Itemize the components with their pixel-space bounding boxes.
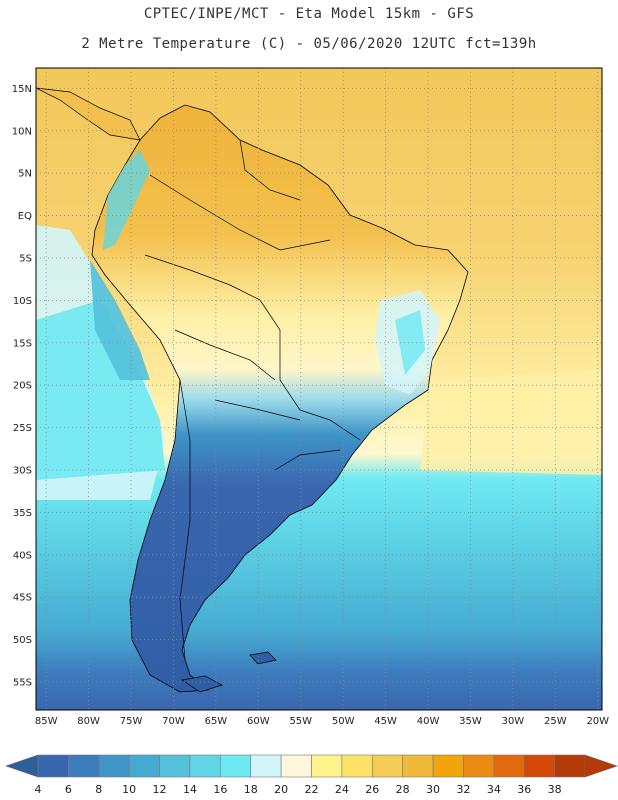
- lat-label: EQ: [18, 211, 32, 222]
- colorbar-tick-label: 28: [396, 783, 410, 796]
- colorbar-tick-label: 14: [183, 783, 197, 796]
- colorbar-swatch: [280, 754, 312, 778]
- colorbar-tick-label: 16: [213, 783, 227, 796]
- plot-frame: [35, 67, 603, 711]
- colorbar-swatch: [463, 754, 495, 778]
- lon-label: 70W: [162, 716, 185, 727]
- colorbar-tick-label: 22: [305, 783, 319, 796]
- colorbar-swatch: [37, 754, 69, 778]
- lat-label: 10N: [12, 126, 32, 137]
- colorbar: 4 6 8 10 12 14 16 18 20 22 24 26 28 30 32 34 36 38: [5, 754, 618, 796]
- lat-label: 5N: [18, 169, 32, 180]
- colorbar-swatch: [432, 754, 464, 778]
- colorbar-swatch: [554, 754, 586, 778]
- latitude-labels: 15N 10N 5N EQ 5S 10S 15S 20S 25S 30S 35S 40S 45S 50S 5…: [12, 84, 32, 689]
- colorbar-low-arrow: [5, 754, 39, 778]
- colorbar-tick-label: 38: [548, 783, 562, 796]
- lon-label: 75W: [120, 716, 143, 727]
- colorbar-swatch: [371, 754, 403, 778]
- lat-label: 45S: [13, 593, 32, 604]
- lon-label: 30W: [502, 716, 525, 727]
- lat-label: 40S: [13, 550, 32, 561]
- lat-label: 30S: [13, 465, 32, 476]
- lon-label: 25W: [544, 716, 567, 727]
- lon-label: 85W: [35, 716, 58, 727]
- lat-label: 20S: [13, 381, 32, 392]
- lon-label: 65W: [205, 716, 228, 727]
- south-america-land: [91, 104, 469, 693]
- colorbar-tick-label: 12: [153, 783, 167, 796]
- colorbar-swatch: [523, 754, 555, 778]
- lat-label: 25S: [13, 423, 32, 434]
- colorbar-swatch: [68, 754, 100, 778]
- lat-label: 5S: [19, 253, 32, 264]
- lat-label: 50S: [13, 635, 32, 646]
- map-title-line-2: 2 Metre Temperature (C) - 05/06/2020 12U…: [81, 36, 537, 52]
- colorbar-high-arrow: [584, 754, 618, 778]
- colorbar-tick-label: 4: [35, 783, 42, 796]
- lat-label: 10S: [13, 296, 32, 307]
- colorbar-tick-label: 10: [122, 783, 136, 796]
- lon-label: 20W: [586, 716, 609, 727]
- colorbar-swatch: [98, 754, 130, 778]
- colorbar-swatch: [189, 754, 221, 778]
- country-borders: [144, 139, 361, 661]
- colorbar-tick-label: 18: [244, 783, 258, 796]
- lat-label: 15S: [13, 338, 32, 349]
- colorbar-tick-label: 32: [456, 783, 470, 796]
- colorbar-swatch: [220, 754, 252, 778]
- colorbar-swatch: [250, 754, 282, 778]
- lon-label: 50W: [332, 716, 355, 727]
- longitude-labels: 85W 80W 75W 70W 65W 60W 55W 50W 45W 40W 35W 30W 25W 2…: [35, 716, 609, 727]
- lon-label: 45W: [374, 716, 397, 727]
- map-title-line-1: CPTEC/INPE/MCT - Eta Model 15km - GFS: [143, 6, 475, 22]
- colorbar-tick-label: 8: [95, 783, 102, 796]
- lat-label: 15N: [12, 84, 32, 95]
- lon-label: 35W: [459, 716, 482, 727]
- colorbar-swatch: [159, 754, 191, 778]
- lon-label: 60W: [247, 716, 270, 727]
- colorbar-swatch: [402, 754, 434, 778]
- colorbar-swatch: [341, 754, 373, 778]
- colorbar-tick-label: 6: [65, 783, 72, 796]
- colorbar-tick-label: 24: [335, 783, 349, 796]
- colorbar-tick-label: 20: [274, 783, 288, 796]
- lon-label: 55W: [289, 716, 312, 727]
- colorbar-tick-label: 26: [365, 783, 379, 796]
- colorbar-tick-label: 36: [517, 783, 531, 796]
- lat-label: 35S: [13, 508, 32, 519]
- lon-label: 40W: [417, 716, 440, 727]
- colorbar-swatch: [311, 754, 343, 778]
- lon-label: 80W: [77, 716, 100, 727]
- colorbar-swatch: [128, 754, 160, 778]
- colorbar-tick-label: 34: [487, 783, 501, 796]
- lat-label: 55S: [13, 678, 32, 689]
- colorbar-swatch: [493, 754, 525, 778]
- colorbar-tick-label: 30: [426, 783, 440, 796]
